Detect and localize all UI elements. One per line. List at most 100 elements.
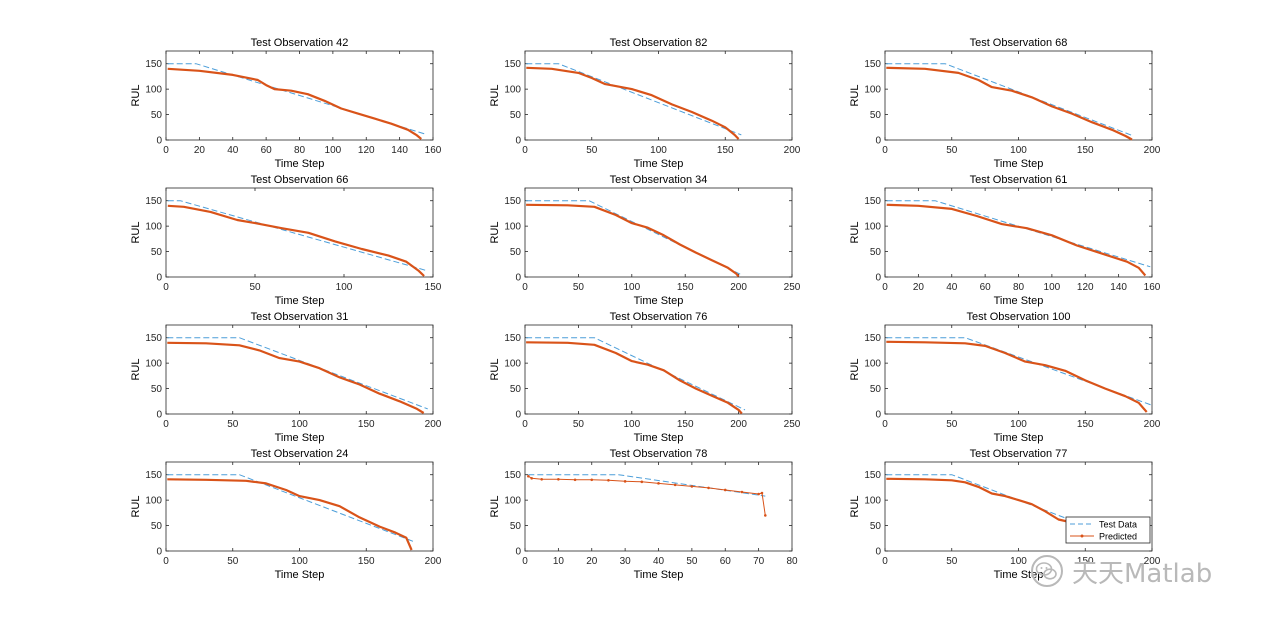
predicted-point [623, 480, 627, 483]
x-tick-label: 50 [946, 556, 958, 567]
x-tick-label: 150 [1077, 419, 1094, 430]
predicted-point [527, 474, 530, 478]
x-tick-label: 0 [522, 419, 528, 430]
x-tick-label: 150 [677, 419, 694, 430]
subplot-title: Test Observation 66 [251, 174, 349, 186]
x-axis-label: Time Step [275, 569, 325, 581]
x-tick-label: 0 [522, 556, 528, 567]
x-tick-label: 100 [1010, 556, 1027, 567]
series-predicted [526, 341, 743, 415]
x-tick-label: 0 [882, 145, 888, 156]
predicted-point [707, 486, 710, 490]
y-tick-label: 50 [870, 247, 882, 258]
predicted-point [530, 476, 533, 480]
x-tick-label: 100 [1010, 145, 1027, 156]
x-tick-label: 150 [717, 145, 734, 156]
y-tick-label: 50 [870, 521, 882, 532]
x-tick-label: 100 [1044, 282, 1061, 293]
x-tick-label: 20 [194, 145, 206, 156]
y-tick-label: 0 [875, 547, 881, 558]
x-tick-label: 100 [291, 419, 308, 430]
x-tick-label: 60 [980, 282, 992, 293]
series-predicted [167, 67, 422, 140]
legend-pred-label: Predicted [1099, 532, 1137, 542]
subplot: Test Observation 42 0 20 40 60 80 100 120 140 160… [130, 37, 442, 170]
axes-box [524, 50, 793, 141]
x-tick-label: 200 [425, 419, 442, 430]
axes-box [165, 187, 434, 278]
y-tick-label: 0 [156, 136, 162, 147]
axes-box [165, 324, 434, 415]
predicted-point [540, 477, 543, 481]
subplot: Test Observation 82 0 50 100 150 200 0 50 100 150… [489, 37, 801, 170]
x-axis-label: Time Step [994, 569, 1044, 581]
x-tick-label: 120 [1077, 282, 1094, 293]
series-test-data [167, 474, 415, 543]
predicted-point [557, 477, 560, 481]
subplot-title: Test Observation 82 [610, 37, 708, 49]
subplot-title: Test Observation 76 [610, 311, 708, 323]
x-tick-label: 100 [1010, 419, 1027, 430]
y-axis-label: RUL [849, 358, 861, 380]
y-tick-label: 50 [151, 521, 163, 532]
x-tick-label: 150 [1077, 145, 1094, 156]
x-tick-label: 0 [522, 145, 528, 156]
subplot: Test Observation 66 0 50 100 150 0 50 100 150 Tim… [130, 174, 442, 307]
x-tick-label: 20 [913, 282, 925, 293]
y-tick-label: 150 [504, 333, 521, 344]
x-tick-label: 0 [882, 556, 888, 567]
y-tick-label: 100 [864, 85, 881, 96]
y-axis-label: RUL [130, 84, 142, 106]
x-tick-label: 0 [163, 282, 169, 293]
axes-box [884, 324, 1153, 415]
y-axis-label: RUL [489, 84, 501, 106]
y-tick-label: 150 [504, 59, 521, 70]
x-tick-label: 200 [1144, 145, 1161, 156]
x-axis-label: Time Step [634, 432, 684, 444]
y-axis-label: RUL [849, 84, 861, 106]
y-tick-label: 0 [875, 273, 881, 284]
predicted-point [640, 480, 644, 484]
x-tick-label: 40 [946, 282, 958, 293]
x-axis-label: Time Step [994, 158, 1044, 170]
series-predicted [526, 66, 740, 140]
x-axis-label: Time Step [275, 432, 325, 444]
x-tick-label: 150 [1077, 556, 1094, 567]
x-tick-label: 150 [358, 419, 375, 430]
x-axis-label: Time Step [275, 158, 325, 170]
subplot: Test Observation 61 0 20 40 60 80 100 120 140 160… [849, 174, 1161, 307]
x-tick-label: 200 [730, 419, 747, 430]
predicted-point [723, 488, 727, 492]
series-test-data [886, 200, 1151, 268]
x-tick-label: 40 [653, 556, 665, 567]
y-tick-label: 0 [515, 547, 521, 558]
axes-box [524, 461, 793, 552]
y-tick-label: 0 [515, 410, 521, 421]
subplot: Test Observation 76 0 50 100 150 200 250 0 50 100… [489, 311, 801, 444]
y-tick-label: 150 [504, 196, 521, 207]
x-tick-label: 50 [227, 556, 239, 567]
subplot-title: Test Observation 24 [251, 448, 349, 460]
subplot: Test Observation 77 0 50 100 150 200 0 50 100 150… [849, 448, 1161, 581]
y-tick-label: 100 [145, 222, 162, 233]
y-tick-label: 0 [515, 136, 521, 147]
y-tick-label: 100 [864, 222, 881, 233]
y-tick-label: 150 [145, 59, 162, 70]
x-tick-label: 200 [1144, 419, 1161, 430]
y-tick-label: 150 [145, 333, 162, 344]
x-tick-label: 40 [227, 145, 239, 156]
y-tick-label: 50 [510, 110, 522, 121]
legend-pred-marker [1080, 534, 1084, 538]
y-tick-label: 100 [504, 85, 521, 96]
x-tick-label: 0 [163, 419, 169, 430]
x-tick-label: 160 [425, 145, 442, 156]
y-tick-label: 150 [864, 59, 881, 70]
x-tick-label: 0 [522, 282, 528, 293]
predicted-point [657, 482, 660, 485]
y-tick-label: 100 [145, 359, 162, 370]
predicted-point [690, 485, 694, 488]
y-tick-label: 50 [870, 110, 882, 121]
series-predicted [167, 204, 425, 277]
